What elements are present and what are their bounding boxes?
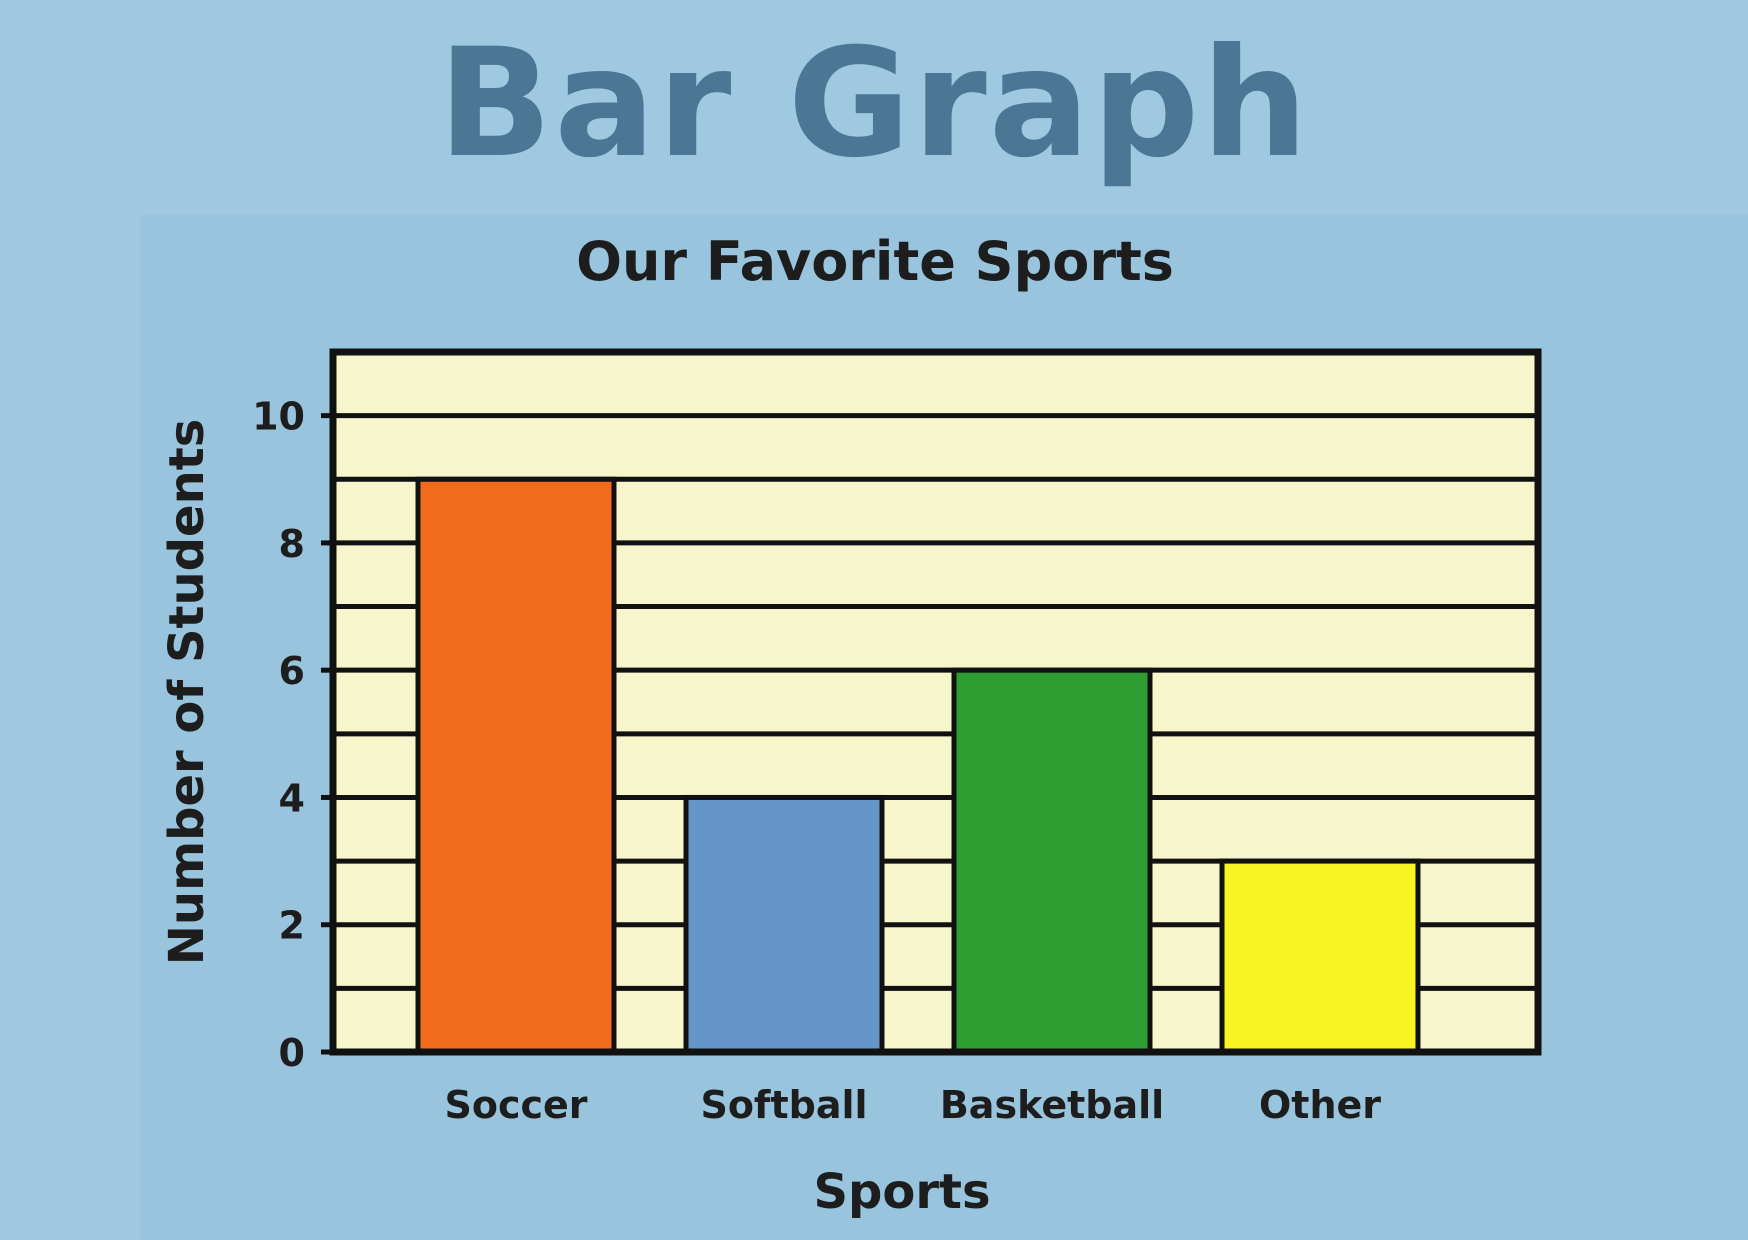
bar-other bbox=[1219, 858, 1421, 1055]
y-tick-label: 10 bbox=[252, 395, 305, 439]
plot-frame bbox=[329, 348, 1542, 1056]
bar-basketball bbox=[951, 667, 1153, 1055]
y-tick-label: 6 bbox=[279, 649, 305, 693]
x-tick-label: Soccer bbox=[444, 1083, 587, 1127]
chart-title: Our Favorite Sports bbox=[576, 230, 1174, 293]
x-tick-label: Other bbox=[1259, 1083, 1381, 1127]
bar-softball bbox=[683, 794, 885, 1055]
plot-area: 0 2 4 6 8 10 Soccer Softball Basketball Other bbox=[252, 348, 1542, 1127]
y-tick-label: 2 bbox=[279, 904, 305, 948]
x-tick-label: Basketball bbox=[940, 1083, 1164, 1127]
bar-soccer bbox=[415, 476, 617, 1055]
y-tick-label: 4 bbox=[279, 776, 305, 820]
y-tick-label: 0 bbox=[279, 1031, 305, 1075]
y-axis-label: Number of Students bbox=[159, 419, 215, 966]
y-tick-label: 8 bbox=[279, 522, 305, 566]
x-tick-label: Softball bbox=[700, 1083, 867, 1127]
x-axis-label: Sports bbox=[813, 1164, 990, 1220]
poster-title: Bar Graph bbox=[437, 17, 1311, 191]
